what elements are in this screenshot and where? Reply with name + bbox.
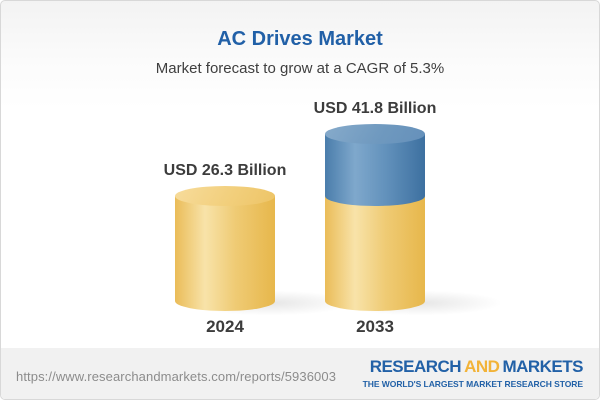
chart-header: AC Drives Market Market forecast to grow… [1,1,599,77]
cylinder-side-gold [175,195,275,301]
year-label: 2024 [206,317,244,336]
researchandmarkets-logo: RESEARCH AND MARKETS THE WORLD'S LARGEST M… [362,357,584,389]
cylinder-top-ellipse [175,185,275,206]
chart-title: AC Drives Market [217,28,383,50]
year-label: 2033 [356,317,394,336]
logo-wordmark: RESEARCH AND MARKETS [363,357,584,377]
logo-tagline: THE WORLD'S LARGEST MARKET RESEARCH STOR… [362,379,583,389]
footer-bar: https://www.researchandmarkets.com/repor… [1,348,599,399]
logo-word-markets: MARKETS [502,357,583,376]
value-label: USD 41.8 Billion [313,99,437,117]
logo-word-research: RESEARCH [369,357,462,376]
cylinder-top-ellipse [325,123,425,144]
report-url[interactable]: https://www.researchandmarkets.com/repor… [16,369,337,384]
chart-subtitle: Market forecast to grow at a CAGR of 5.3… [155,60,445,77]
cylinder-side-gold [325,195,425,301]
value-label: USD 26.3 Billion [163,161,287,179]
cylinder-side-blue [325,133,425,196]
logo-word-and: AND [464,357,500,376]
